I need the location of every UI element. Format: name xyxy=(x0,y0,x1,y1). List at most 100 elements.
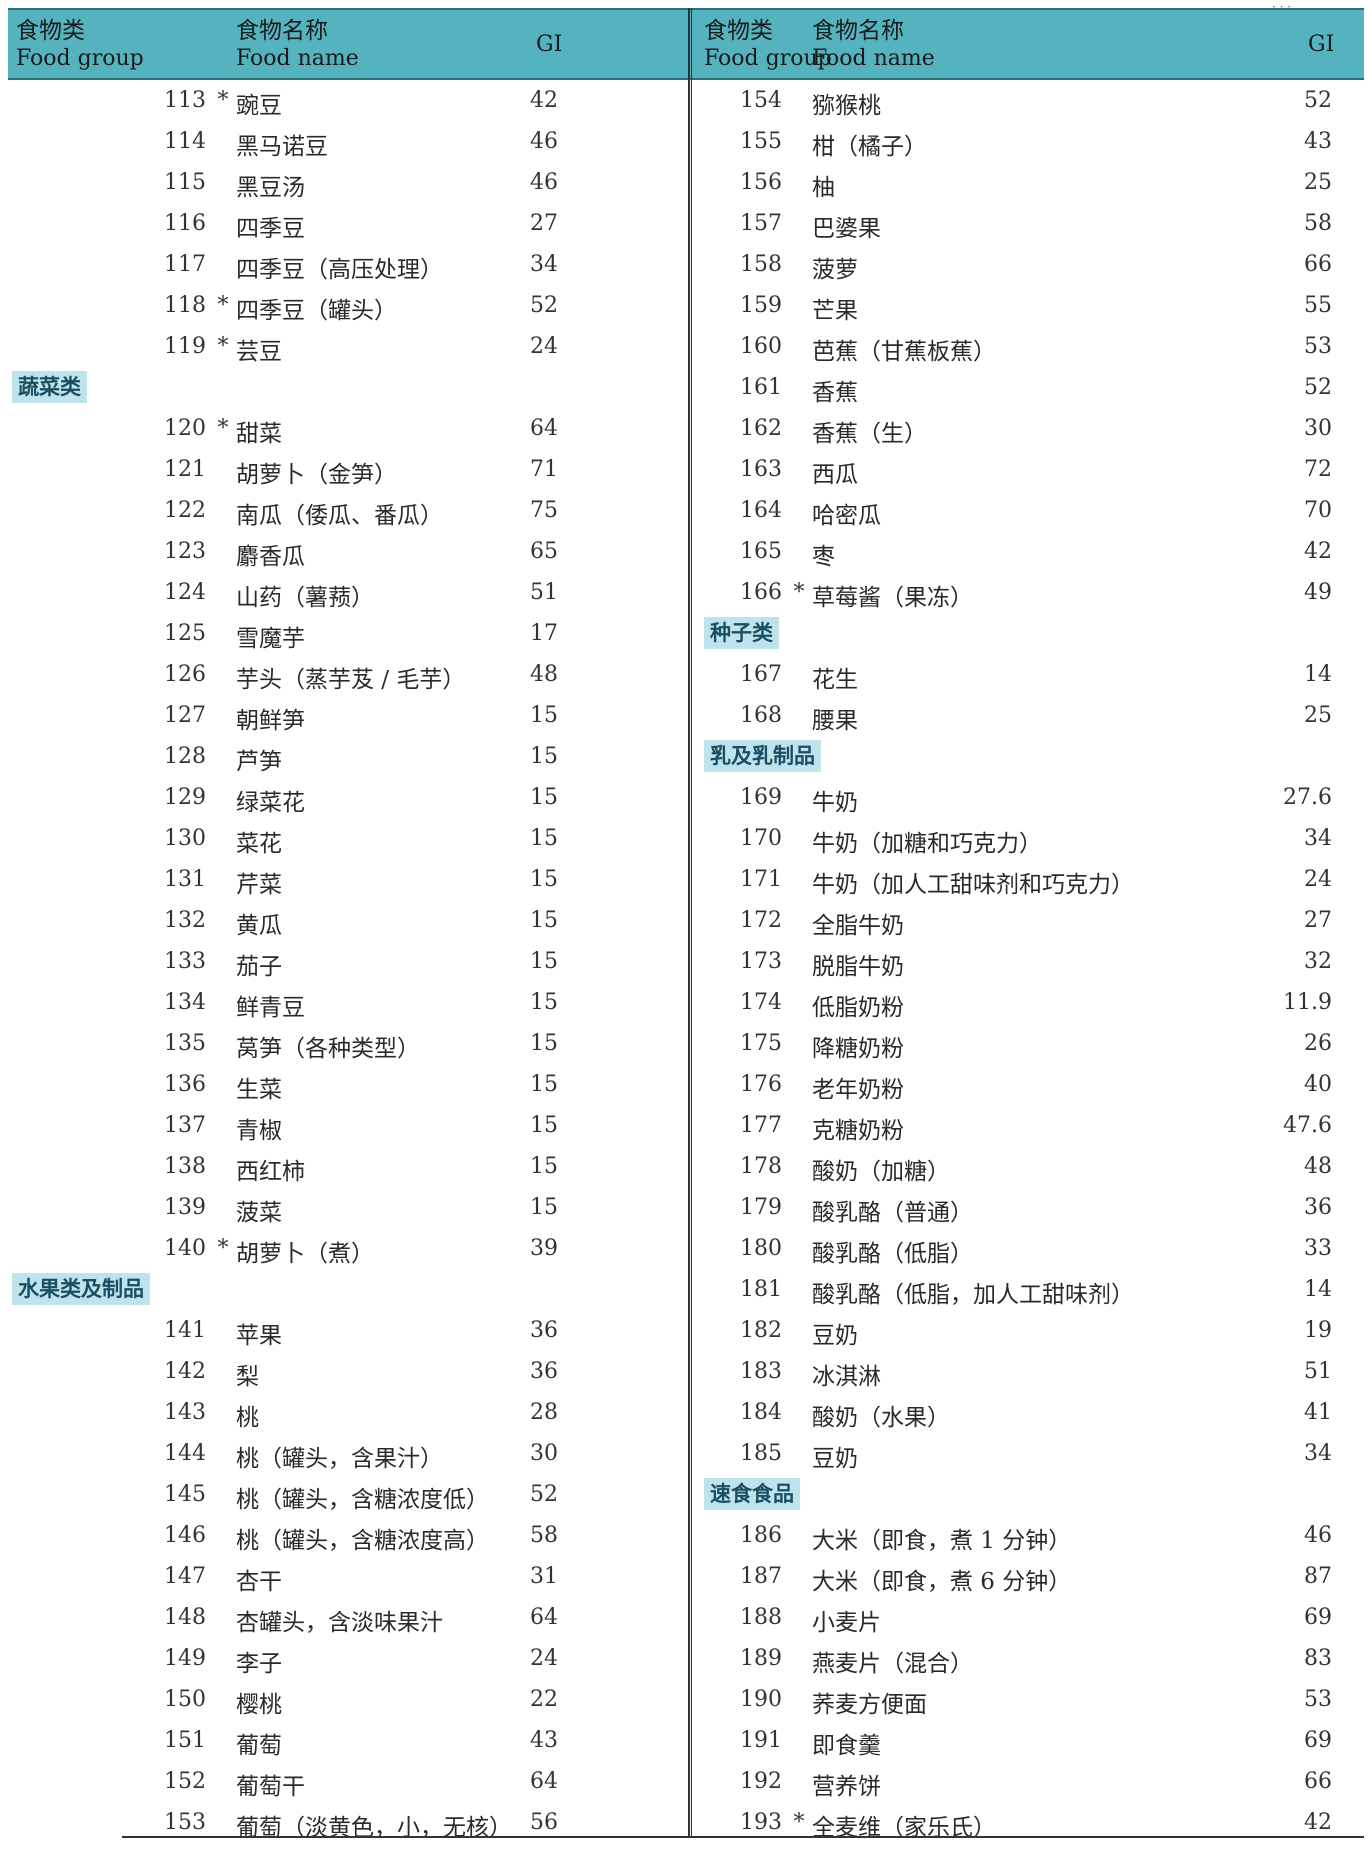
food-name: 葡萄 xyxy=(236,1733,282,1759)
table-row: 184 酸奶（水果） 41 xyxy=(692,1392,1364,1433)
table-row: 137 青椒 15 xyxy=(8,1105,692,1146)
row-number: 154 xyxy=(740,88,782,113)
food-group-heading: 食物类 Food group xyxy=(16,18,144,71)
food-name: 芦笋 xyxy=(236,749,282,775)
row-number: 142 xyxy=(164,1359,206,1384)
table-row: 123 麝香瓜 65 xyxy=(8,531,692,572)
row-number: 140 xyxy=(164,1236,206,1261)
gi-value: 75 xyxy=(530,498,558,523)
gi-value: 15 xyxy=(530,703,558,728)
row-number: 133 xyxy=(164,949,206,974)
asterisk-mark: * xyxy=(217,88,229,113)
table-row: 154 猕猴桃 52 xyxy=(692,80,1364,121)
row-number: 149 xyxy=(164,1646,206,1671)
row-number: 153 xyxy=(164,1810,206,1835)
gi-value: 22 xyxy=(530,1687,558,1712)
food-name: 雪魔芋 xyxy=(236,626,305,652)
food-name: 酸奶（加糖） xyxy=(812,1159,950,1185)
table-row: 179 酸乳酪（普通） 36 xyxy=(692,1187,1364,1228)
table-row: 140 * 胡萝卜（煮） 39 xyxy=(8,1228,692,1269)
table-row: 147 杏干 31 xyxy=(8,1556,692,1597)
food-name: 杏罐头，含淡味果汁 xyxy=(236,1610,443,1636)
row-number: 160 xyxy=(740,334,782,359)
row-number: 170 xyxy=(740,826,782,851)
table-row: 172 全脂牛奶 27 xyxy=(692,900,1364,941)
row-number: 141 xyxy=(164,1318,206,1343)
gi-value: 48 xyxy=(530,662,558,687)
gi-value: 65 xyxy=(530,539,558,564)
gi-value: 64 xyxy=(530,1605,558,1630)
row-number: 145 xyxy=(164,1482,206,1507)
food-name: 芒果 xyxy=(812,298,858,324)
food-name: 山药（薯蓣） xyxy=(236,585,374,611)
table-row: 166 * 草莓酱（果冻） 49 xyxy=(692,572,1364,613)
gi-heading: GI xyxy=(1308,32,1335,57)
table-row: 169 牛奶 27.6 xyxy=(692,777,1364,818)
row-number: 134 xyxy=(164,990,206,1015)
food-name: 老年奶粉 xyxy=(812,1077,904,1103)
food-name: 朝鲜笋 xyxy=(236,708,305,734)
gi-value: 52 xyxy=(530,293,558,318)
gi-value: 42 xyxy=(1304,539,1332,564)
food-name: 哈密瓜 xyxy=(812,503,881,529)
gi-heading: GI xyxy=(536,32,563,57)
food-name: 柚 xyxy=(812,175,835,201)
row-number: 158 xyxy=(740,252,782,277)
category-row: 蔬菜类 xyxy=(8,367,692,408)
table-row: 176 老年奶粉 40 xyxy=(692,1064,1364,1105)
gi-value: 30 xyxy=(530,1441,558,1466)
table-row: 142 梨 36 xyxy=(8,1351,692,1392)
row-number: 172 xyxy=(740,908,782,933)
category-label: 种子类 xyxy=(704,617,779,649)
food-name: 枣 xyxy=(812,544,835,570)
food-name: 西红柿 xyxy=(236,1159,305,1185)
row-number: 162 xyxy=(740,416,782,441)
table-row: 144 桃（罐头，含果汁） 30 xyxy=(8,1433,692,1474)
gi-value: 24 xyxy=(1304,867,1332,892)
food-name: 南瓜（倭瓜、番瓜） xyxy=(236,503,443,529)
gi-value: 15 xyxy=(530,949,558,974)
row-number: 138 xyxy=(164,1154,206,1179)
row-number: 148 xyxy=(164,1605,206,1630)
food-name: 大米（即食，煮 6 分钟） xyxy=(812,1569,1072,1595)
gi-value: 46 xyxy=(1304,1523,1332,1548)
row-number: 156 xyxy=(740,170,782,195)
food-name: 鲜青豆 xyxy=(236,995,305,1021)
gi-value: 43 xyxy=(530,1728,558,1753)
food-name: 即食羹 xyxy=(812,1733,881,1759)
gi-value: 52 xyxy=(530,1482,558,1507)
row-number: 182 xyxy=(740,1318,782,1343)
food-name: 克糖奶粉 xyxy=(812,1118,904,1144)
gi-value: 64 xyxy=(530,416,558,441)
food-name: 麝香瓜 xyxy=(236,544,305,570)
gi-value: 46 xyxy=(530,129,558,154)
row-number: 167 xyxy=(740,662,782,687)
table-row: 134 鲜青豆 15 xyxy=(8,982,692,1023)
food-name: 李子 xyxy=(236,1651,282,1677)
gi-value: 15 xyxy=(530,826,558,851)
row-number: 173 xyxy=(740,949,782,974)
food-name: 莴笋（各种类型） xyxy=(236,1036,420,1062)
row-number: 126 xyxy=(164,662,206,687)
table-row: 125 雪魔芋 17 xyxy=(8,613,692,654)
gi-value: 31 xyxy=(530,1564,558,1589)
food-name: 胡萝卜（金笋） xyxy=(236,462,397,488)
food-name: 胡萝卜（煮） xyxy=(236,1241,374,1267)
table-row: 138 西红柿 15 xyxy=(8,1146,692,1187)
gi-value: 17 xyxy=(530,621,558,646)
row-number: 151 xyxy=(164,1728,206,1753)
table-row: 175 降糖奶粉 26 xyxy=(692,1023,1364,1064)
row-number: 189 xyxy=(740,1646,782,1671)
food-name: 西瓜 xyxy=(812,462,858,488)
row-number: 157 xyxy=(740,211,782,236)
food-name: 低脂奶粉 xyxy=(812,995,904,1021)
food-name: 猕猴桃 xyxy=(812,93,881,119)
asterisk-mark: * xyxy=(793,580,805,605)
food-name: 牛奶（加人工甜味剂和巧克力） xyxy=(812,872,1134,898)
table-header: 食物类 Food group 食物名称 Food name GI xyxy=(692,8,1364,80)
gi-value: 48 xyxy=(1304,1154,1332,1179)
asterisk-mark: * xyxy=(217,293,229,318)
table-row: 116 四季豆 27 xyxy=(8,203,692,244)
gi-value: 15 xyxy=(530,990,558,1015)
table-row: 117 四季豆（高压处理） 34 xyxy=(8,244,692,285)
